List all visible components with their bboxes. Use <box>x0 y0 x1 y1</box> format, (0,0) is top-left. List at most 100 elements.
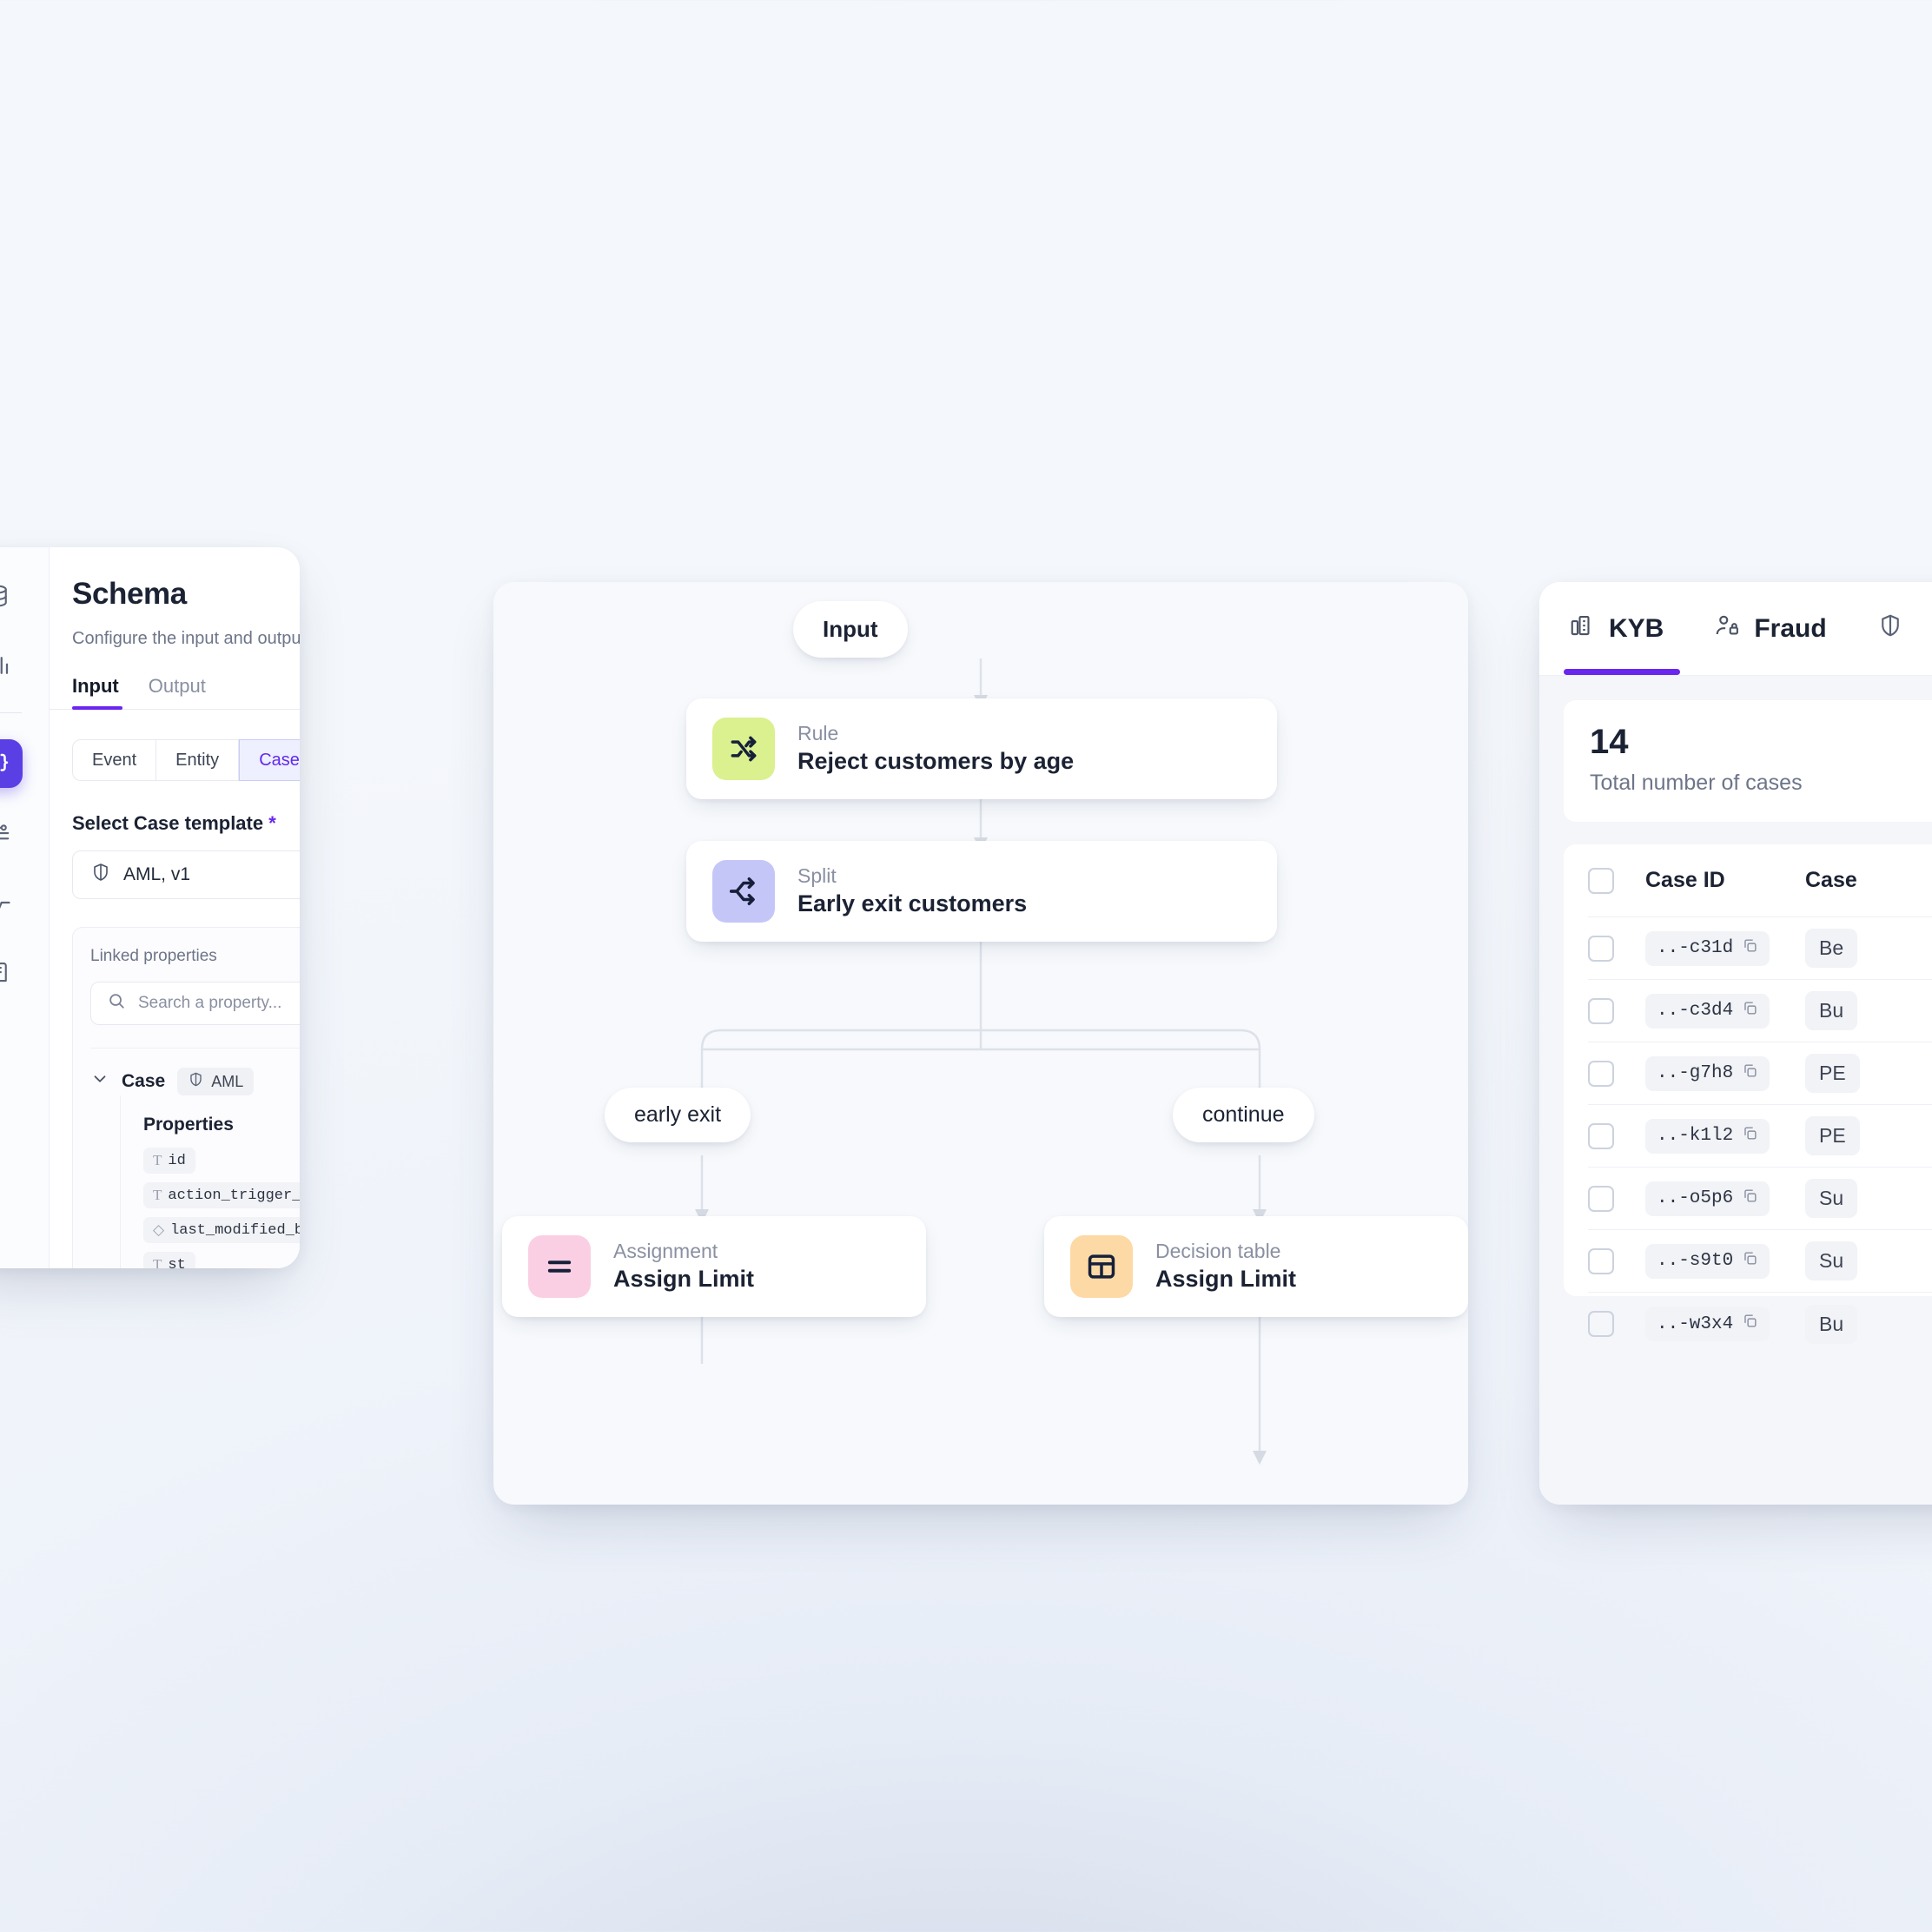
case-template-value: AML, v1 <box>123 864 191 884</box>
rail-divider <box>0 712 22 713</box>
flow-node-text: Decision table Assign Limit <box>1155 1239 1296 1294</box>
property-pill[interactable]: ◇ last_modified_by <box>143 1217 300 1243</box>
column-header-case-id[interactable]: Case ID <box>1645 868 1725 892</box>
case-id-pill[interactable]: ..-c31d <box>1645 930 1770 966</box>
property-pill[interactable]: T action_trigger_i <box>143 1182 300 1208</box>
bar-chart-icon[interactable] <box>0 641 23 690</box>
cases-tabs: KYB Fraud <box>1539 582 1932 676</box>
flow-node-split[interactable]: Split Early exit customers <box>686 841 1277 942</box>
row-checkbox[interactable] <box>1588 1060 1614 1087</box>
schema-content: Schema Configure the input and output fi… <box>50 547 300 1268</box>
row-checkbox[interactable] <box>1588 1122 1614 1149</box>
linked-properties-caption: Linked properties <box>90 947 217 965</box>
case-id-text: ..-o5p6 <box>1657 1188 1734 1208</box>
case-template-label: Select Case template * <box>72 812 300 835</box>
copy-icon[interactable] <box>1742 1250 1758 1273</box>
database-icon[interactable] <box>0 572 23 620</box>
table-row[interactable]: ..-o5p6 Su <box>1588 1168 1932 1230</box>
property-name: action_trigger_i <box>168 1187 300 1204</box>
case-id-pill[interactable]: ..-o5p6 <box>1645 1181 1770 1216</box>
row-checkbox[interactable] <box>1588 1311 1614 1337</box>
tab-output[interactable]: Output <box>148 675 206 697</box>
total-cases-value: 14 <box>1590 723 1629 761</box>
panels-stage: Schema Configure the input and output fi… <box>0 547 1932 1505</box>
tab-fraud-label: Fraud <box>1754 613 1827 643</box>
tab-aml[interactable] <box>1877 612 1917 645</box>
property-type-glyph: T <box>153 1256 162 1268</box>
tab-fraud[interactable]: Fraud <box>1714 612 1827 645</box>
segment-event[interactable]: Event <box>73 740 157 780</box>
table-row[interactable]: ..-s9t0 Su <box>1588 1230 1932 1293</box>
book-icon[interactable] <box>0 948 23 996</box>
case-id-text: ..-c3d4 <box>1657 1001 1734 1021</box>
cell-case-id: ..-c31d <box>1614 930 1805 966</box>
tab-input[interactable]: Input <box>72 675 119 697</box>
shield-icon <box>188 1071 204 1092</box>
tree-node-case[interactable]: Case AML <box>90 1048 300 1095</box>
property-type-glyph: T <box>153 1187 162 1203</box>
case-id-pill[interactable]: ..-w3x4 <box>1645 1307 1770 1341</box>
case-id-pill[interactable]: ..-g7h8 <box>1645 1055 1770 1091</box>
chevron-down-icon <box>90 1069 109 1094</box>
total-cases-card: 14 Total number of cases <box>1564 700 1932 822</box>
entity-type-segmented-control: Event Entity Case Cu <box>72 739 300 781</box>
case-id-pill[interactable]: ..-s9t0 <box>1645 1243 1770 1279</box>
flow-input-node[interactable]: Input <box>793 601 908 658</box>
cell-case-id: ..-o5p6 <box>1614 1181 1805 1216</box>
shield-icon <box>90 862 111 888</box>
flow-node-decision-table[interactable]: Decision table Assign Limit <box>1044 1216 1468 1317</box>
row-checkbox[interactable] <box>1588 1247 1614 1274</box>
flow-node-rule[interactable]: Rule Reject customers by age <box>686 698 1277 799</box>
flow-branch-label-continue[interactable]: continue <box>1173 1088 1314 1142</box>
copy-icon[interactable] <box>1742 1188 1758 1210</box>
cell-case-id: ..-s9t0 <box>1614 1243 1805 1279</box>
property-pill[interactable]: T id <box>143 1148 195 1174</box>
copy-icon[interactable] <box>1742 1062 1758 1085</box>
case-id-pill[interactable]: ..-k1l2 <box>1645 1118 1770 1154</box>
case-id-pill[interactable]: ..-c3d4 <box>1645 993 1770 1029</box>
sliders-icon[interactable] <box>0 809 23 857</box>
table-row[interactable]: ..-g7h8 PE <box>1588 1042 1932 1105</box>
table-row[interactable]: ..-c3d4 Bu <box>1588 980 1932 1042</box>
search-property-input[interactable]: Search a property... <box>90 982 300 1025</box>
row-checkbox[interactable] <box>1588 1185 1614 1212</box>
copy-icon[interactable] <box>1742 1313 1758 1335</box>
table-row[interactable]: ..-c31d Be <box>1588 917 1932 980</box>
flow-node-text: Assignment Assign Limit <box>613 1239 754 1294</box>
flow-node-title: Reject customers by age <box>797 747 1075 774</box>
cell-case-type: PE <box>1805 1054 1860 1093</box>
property-name: id <box>168 1152 186 1169</box>
table-row[interactable]: ..-k1l2 PE <box>1588 1105 1932 1168</box>
property-pill[interactable]: T st <box>143 1252 195 1268</box>
cell-case-id: ..-c3d4 <box>1614 993 1805 1029</box>
row-checkbox[interactable] <box>1588 997 1614 1024</box>
table-row[interactable]: ..-w3x4 Bu <box>1588 1293 1932 1355</box>
case-id-text: ..-c31d <box>1657 938 1734 958</box>
row-checkbox[interactable] <box>1588 935 1614 962</box>
copy-icon[interactable] <box>1742 937 1758 960</box>
flow-node-kind: Split <box>797 864 837 888</box>
segment-case[interactable]: Case <box>239 739 300 781</box>
case-template-select[interactable]: AML, v1 <box>72 850 300 899</box>
table-icon <box>1070 1235 1133 1298</box>
linked-properties-card: Linked properties Search a property... C… <box>72 927 300 1268</box>
property-type-glyph: ◇ <box>153 1221 165 1238</box>
cell-case-type: Be <box>1805 929 1858 968</box>
column-header-case-type[interactable]: Case <box>1805 868 1857 892</box>
flow-node-kind: Rule <box>797 722 839 745</box>
copy-icon[interactable] <box>1742 1125 1758 1148</box>
activity-icon[interactable] <box>0 878 23 927</box>
flow-node-assignment[interactable]: Assignment Assign Limit <box>502 1216 926 1317</box>
shuffle-icon <box>712 718 775 780</box>
select-all-checkbox[interactable] <box>1588 867 1614 894</box>
sidebar-item-schema[interactable] <box>0 739 23 788</box>
segment-entity[interactable]: Entity <box>156 740 240 780</box>
workflow-canvas[interactable]: Input Rule Reject customers by age Split… <box>493 582 1468 1505</box>
flow-node-text: Rule Reject customers by age <box>797 721 1074 777</box>
user-lock-icon <box>1714 612 1740 645</box>
flow-branch-label-early-exit[interactable]: early exit <box>605 1088 751 1142</box>
tab-kyb[interactable]: KYB <box>1569 612 1664 645</box>
schema-panel: Schema Configure the input and output fi… <box>0 547 300 1268</box>
copy-icon[interactable] <box>1742 1000 1758 1022</box>
cell-case-id: ..-k1l2 <box>1614 1118 1805 1154</box>
